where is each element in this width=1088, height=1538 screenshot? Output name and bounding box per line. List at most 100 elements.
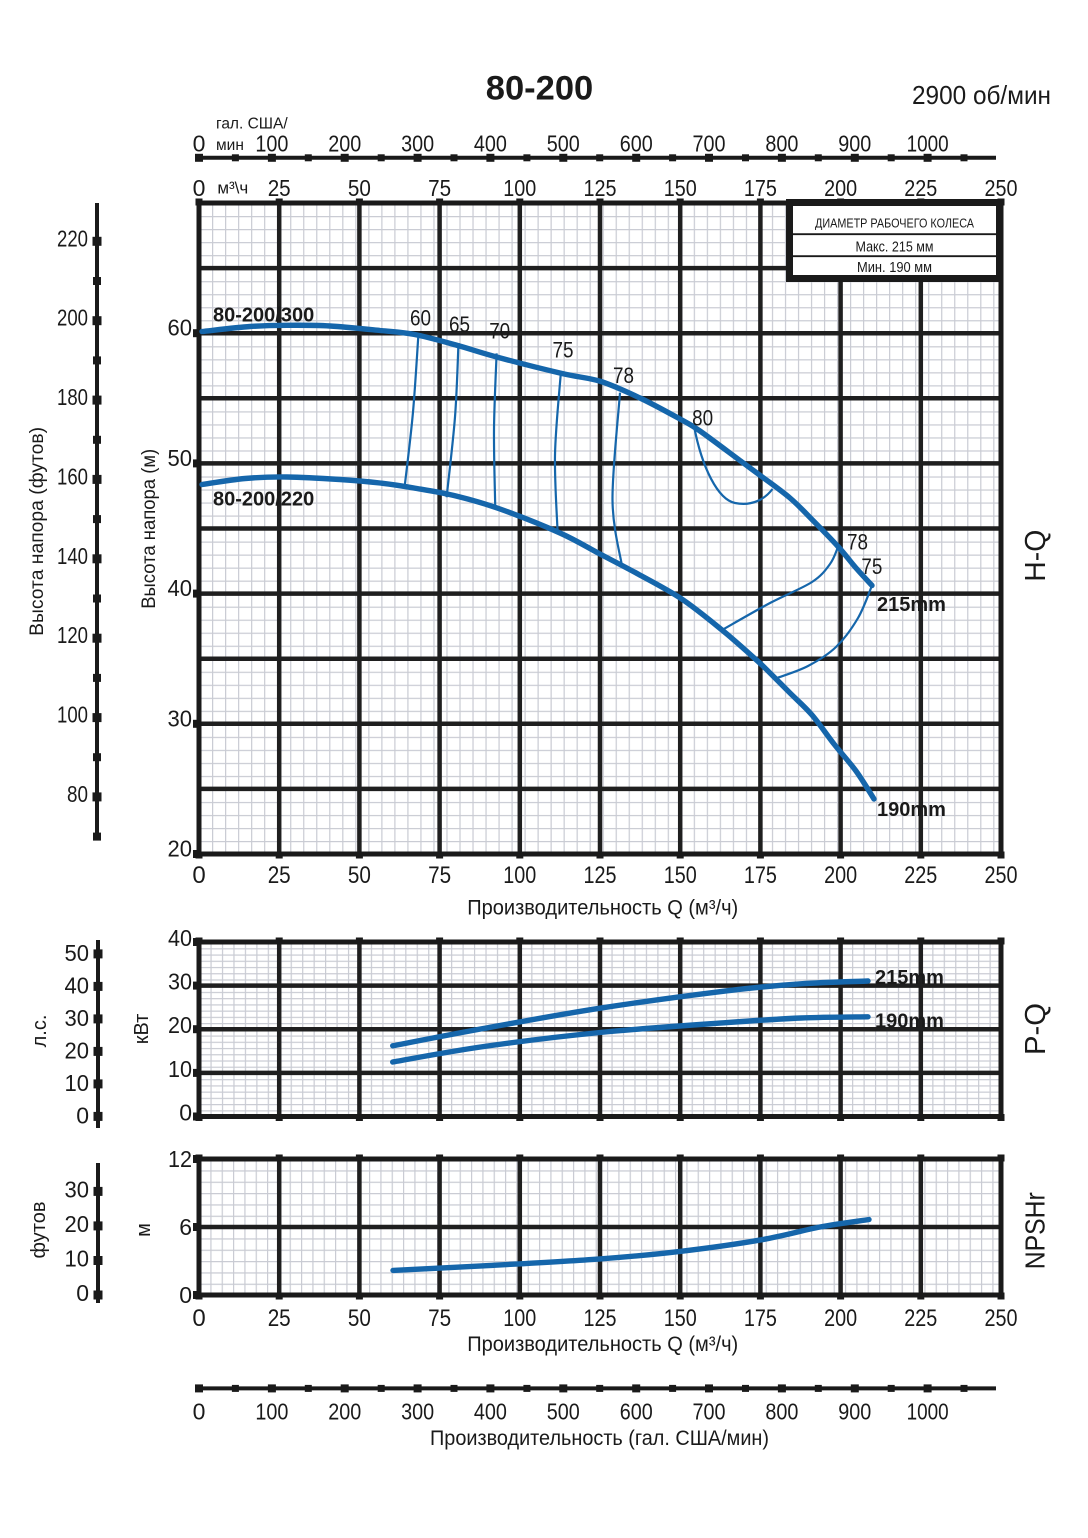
svg-text:500: 500 <box>547 131 580 157</box>
svg-text:2900 об/мин: 2900 об/мин <box>912 80 1051 110</box>
svg-text:10: 10 <box>65 1070 90 1096</box>
svg-text:300: 300 <box>401 131 434 157</box>
svg-text:78: 78 <box>613 363 634 388</box>
svg-text:25: 25 <box>268 175 291 201</box>
svg-text:ДИАМЕТР РАБОЧЕГО КОЛЕСА: ДИАМЕТР РАБОЧЕГО КОЛЕСА <box>815 216 974 231</box>
svg-text:Мин. 190 мм: Мин. 190 мм <box>857 260 932 276</box>
svg-text:10: 10 <box>65 1246 90 1272</box>
svg-text:900: 900 <box>838 1399 871 1425</box>
svg-text:150: 150 <box>664 175 697 201</box>
svg-text:65: 65 <box>449 312 470 337</box>
svg-text:175: 175 <box>744 1305 777 1332</box>
svg-text:160: 160 <box>57 463 88 489</box>
svg-text:300: 300 <box>401 1399 434 1425</box>
svg-text:600: 600 <box>620 1399 653 1425</box>
svg-text:120: 120 <box>57 622 88 648</box>
svg-text:140: 140 <box>57 543 88 569</box>
svg-text:250: 250 <box>985 1305 1018 1332</box>
svg-text:100: 100 <box>255 1399 288 1425</box>
svg-text:1000: 1000 <box>907 1399 949 1425</box>
svg-text:0: 0 <box>76 1280 89 1306</box>
svg-text:800: 800 <box>765 131 798 157</box>
svg-text:175: 175 <box>744 862 777 889</box>
svg-text:225: 225 <box>904 1305 937 1332</box>
svg-text:30: 30 <box>168 969 192 995</box>
svg-text:500: 500 <box>547 1399 580 1425</box>
svg-text:0: 0 <box>76 1102 89 1128</box>
svg-text:25: 25 <box>268 1305 291 1332</box>
svg-text:50: 50 <box>348 862 371 889</box>
svg-text:700: 700 <box>693 1399 726 1425</box>
svg-text:0: 0 <box>192 1305 205 1332</box>
svg-text:180: 180 <box>57 384 88 410</box>
svg-text:50: 50 <box>168 445 193 471</box>
svg-text:30: 30 <box>65 1005 90 1031</box>
svg-text:125: 125 <box>584 175 617 201</box>
svg-text:75: 75 <box>428 175 451 201</box>
svg-text:кВт: кВт <box>131 1014 153 1045</box>
svg-text:Высота напора (футов): Высота напора (футов) <box>26 427 48 636</box>
svg-text:футов: футов <box>28 1202 50 1259</box>
svg-text:12: 12 <box>168 1146 192 1172</box>
svg-text:200: 200 <box>57 305 88 331</box>
svg-text:0: 0 <box>193 1399 206 1425</box>
svg-text:30: 30 <box>168 705 193 731</box>
svg-text:150: 150 <box>664 862 697 889</box>
svg-text:0: 0 <box>179 1282 192 1308</box>
svg-text:190mm: 190mm <box>875 1011 944 1033</box>
svg-text:250: 250 <box>985 175 1018 201</box>
svg-text:NPSHr: NPSHr <box>1020 1192 1051 1269</box>
svg-text:75: 75 <box>553 338 574 363</box>
svg-text:50: 50 <box>348 175 371 201</box>
svg-text:150: 150 <box>664 1305 697 1332</box>
svg-text:100: 100 <box>503 862 536 889</box>
svg-text:70: 70 <box>489 319 510 344</box>
svg-text:100: 100 <box>255 131 288 157</box>
svg-text:H-Q: H-Q <box>1020 530 1052 582</box>
svg-text:225: 225 <box>904 175 937 201</box>
svg-text:400: 400 <box>474 131 507 157</box>
svg-text:40: 40 <box>168 575 193 601</box>
svg-text:0: 0 <box>179 1100 192 1126</box>
svg-text:Производительность Q (м³/ч): Производительность Q (м³/ч) <box>467 1333 738 1356</box>
svg-text:Производительность (гал. США/м: Производительность (гал. США/мин) <box>430 1427 769 1450</box>
svg-text:200: 200 <box>824 1305 857 1332</box>
svg-text:225: 225 <box>904 862 937 889</box>
svg-text:125: 125 <box>584 1305 617 1332</box>
svg-text:600: 600 <box>620 131 653 157</box>
svg-text:80-200/220: 80-200/220 <box>213 489 314 511</box>
svg-text:20: 20 <box>168 836 193 862</box>
svg-text:175: 175 <box>744 175 777 201</box>
svg-text:800: 800 <box>765 1399 798 1425</box>
svg-text:1000: 1000 <box>907 131 949 157</box>
svg-text:30: 30 <box>65 1176 90 1202</box>
svg-text:м: м <box>133 1223 155 1237</box>
svg-text:75: 75 <box>861 554 882 579</box>
svg-text:Макс. 215 мм: Макс. 215 мм <box>856 240 934 256</box>
svg-text:60: 60 <box>168 315 193 341</box>
svg-text:78: 78 <box>847 530 868 555</box>
svg-text:гал. США/: гал. США/ <box>216 116 288 133</box>
svg-text:20: 20 <box>168 1012 192 1038</box>
svg-text:60: 60 <box>410 306 431 331</box>
svg-text:75: 75 <box>428 862 451 889</box>
svg-text:Производительность Q (м³/ч): Производительность Q (м³/ч) <box>467 897 738 920</box>
svg-text:0: 0 <box>193 175 206 201</box>
svg-text:80-200: 80-200 <box>486 70 593 108</box>
svg-text:125: 125 <box>584 862 617 889</box>
svg-text:40: 40 <box>168 925 192 951</box>
svg-text:75: 75 <box>428 1305 451 1332</box>
svg-text:20: 20 <box>65 1037 90 1063</box>
svg-text:200: 200 <box>824 175 857 201</box>
svg-text:100: 100 <box>503 175 536 201</box>
svg-text:220: 220 <box>57 225 88 251</box>
svg-text:мин: мин <box>216 137 244 154</box>
svg-text:215mm: 215mm <box>877 594 946 616</box>
svg-text:250: 250 <box>985 862 1018 889</box>
svg-text:50: 50 <box>65 940 90 966</box>
svg-text:100: 100 <box>57 702 88 728</box>
svg-text:6: 6 <box>179 1214 192 1240</box>
svg-text:Высота напора (м): Высота напора (м) <box>138 449 160 609</box>
svg-text:м³\ч: м³\ч <box>217 179 248 198</box>
svg-text:80: 80 <box>67 781 88 807</box>
